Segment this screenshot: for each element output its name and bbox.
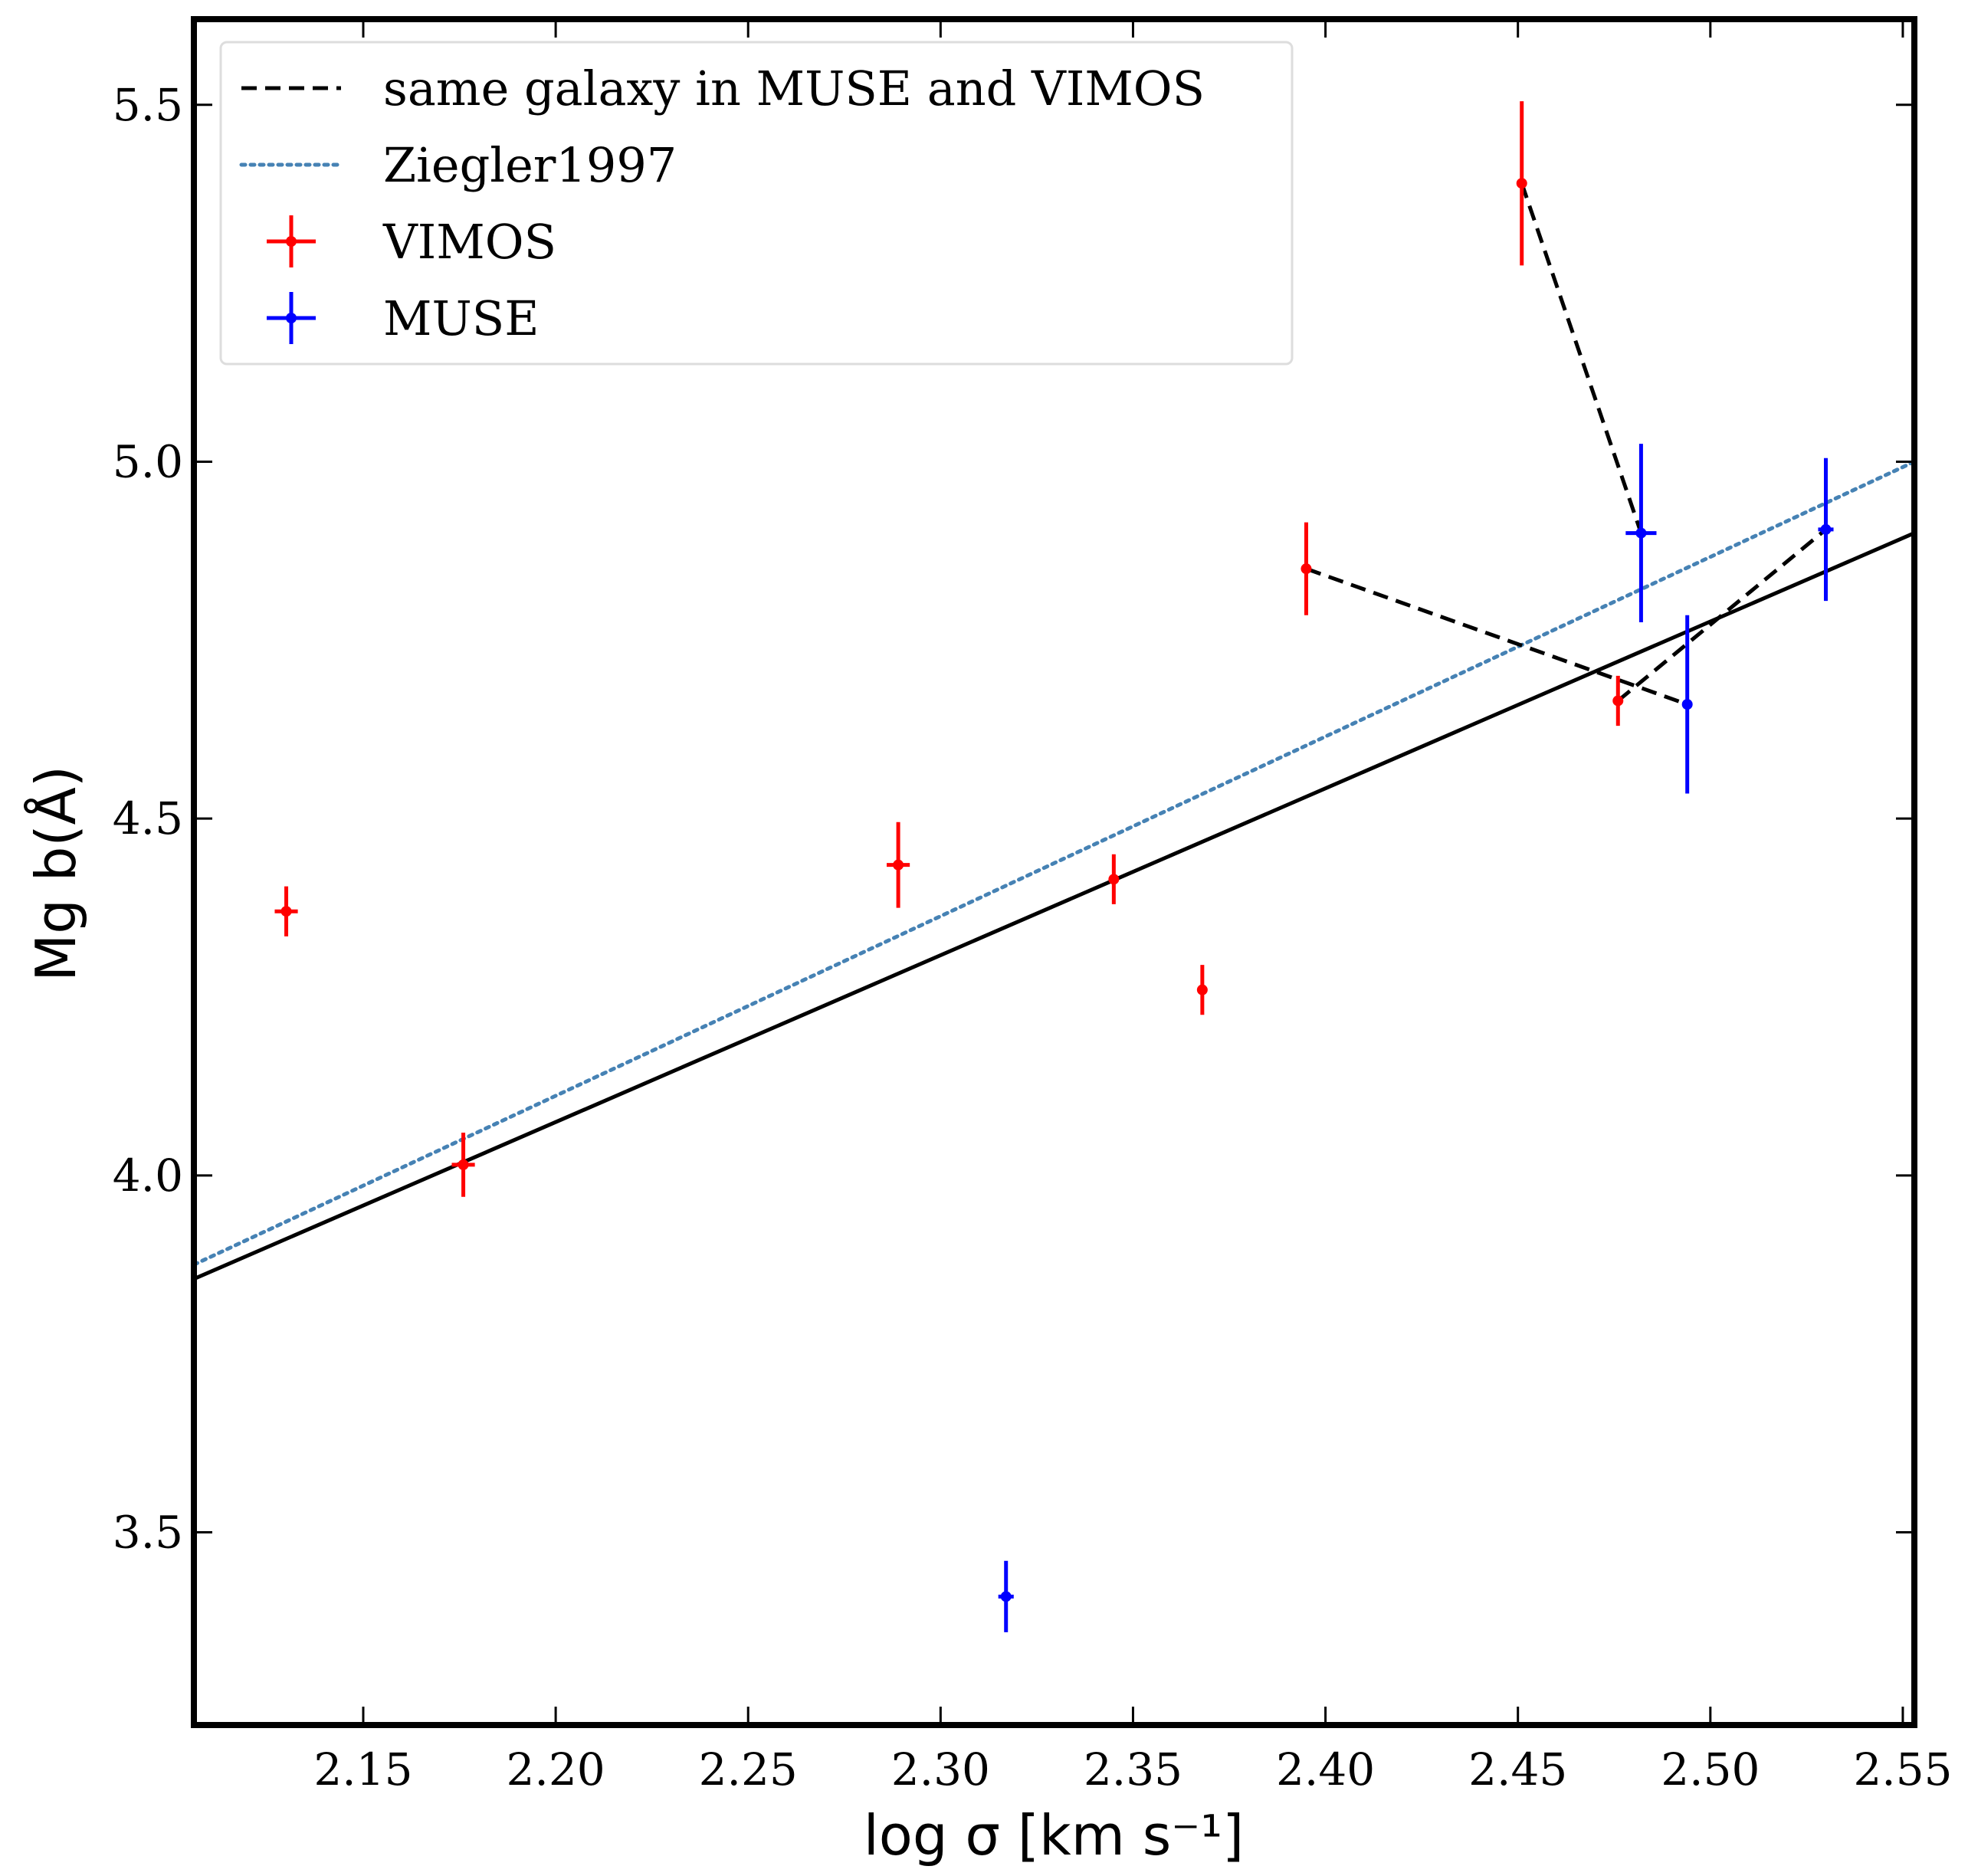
legend-item: VIMOS	[267, 214, 556, 270]
y-tick-label: 3.5	[113, 1507, 183, 1559]
x-tick-label: 2.25	[699, 1743, 798, 1796]
vimos-point	[458, 1159, 469, 1170]
legend-label: VIMOS	[382, 214, 556, 270]
fit-line	[193, 531, 1915, 1281]
y-axis-title: Mg b(Å)	[24, 766, 88, 982]
x-tick-label: 2.45	[1468, 1743, 1567, 1796]
legend-item: Ziegler1997	[239, 137, 677, 193]
legend-label: same galaxy in MUSE and VIMOS	[383, 61, 1205, 116]
vimos-point	[893, 859, 904, 871]
ziegler1997-line	[192, 459, 1917, 1267]
x-axis-ticks: 2.15 2.20 2.25 2.30 2.35 2.40 2.45 2.50 2.55	[313, 19, 1953, 1796]
legend-marker	[286, 313, 297, 323]
x-tick-label: 2.40	[1276, 1743, 1375, 1796]
y-axis-ticks: 3.5 4.0 4.5 5.0 5.5	[113, 79, 1914, 1559]
muse-point	[1681, 699, 1693, 710]
y-tick-label: 5.0	[113, 435, 183, 487]
same-galaxy-link	[1305, 566, 1688, 707]
vimos-point	[1301, 563, 1312, 575]
legend-marker	[286, 236, 297, 247]
data-points	[274, 101, 1834, 1632]
x-tick-label: 2.50	[1661, 1743, 1760, 1796]
y-tick-label: 5.5	[113, 79, 183, 131]
legend: same galaxy in MUSE and VIMOS Ziegler1997…	[219, 41, 1294, 366]
x-tick-label: 2.20	[507, 1743, 605, 1796]
x-tick-label: 2.15	[313, 1743, 412, 1796]
x-tick-label: 2.35	[1084, 1743, 1182, 1796]
plot-frame	[191, 16, 1917, 1728]
vimos-point	[1612, 695, 1624, 707]
vimos-point	[1108, 874, 1120, 885]
vimos-point	[280, 906, 292, 917]
vimos-point	[1516, 178, 1527, 189]
y-tick-label: 4.5	[113, 792, 183, 845]
legend-item: same galaxy in MUSE and VIMOS	[241, 61, 1205, 116]
same-galaxy-link	[1520, 182, 1643, 534]
vimos-point	[1196, 984, 1208, 995]
legend-label: Ziegler1997	[383, 137, 677, 193]
x-tick-label: 2.30	[891, 1743, 990, 1796]
legend-label: MUSE	[383, 290, 539, 346]
legend-box	[219, 41, 1294, 366]
muse-point	[1635, 527, 1647, 539]
x-tick-label: 2.55	[1853, 1743, 1952, 1796]
y-tick-label: 4.0	[113, 1150, 183, 1202]
same-galaxy-dashed-lines	[1305, 182, 1828, 707]
legend-item: MUSE	[267, 290, 539, 346]
x-axis-title: log σ [km s⁻¹]	[864, 1803, 1244, 1868]
fit-lines	[192, 459, 1917, 1281]
muse-point	[1820, 523, 1832, 535]
same-galaxy-link	[1616, 528, 1828, 703]
muse-point	[1000, 1591, 1012, 1602]
